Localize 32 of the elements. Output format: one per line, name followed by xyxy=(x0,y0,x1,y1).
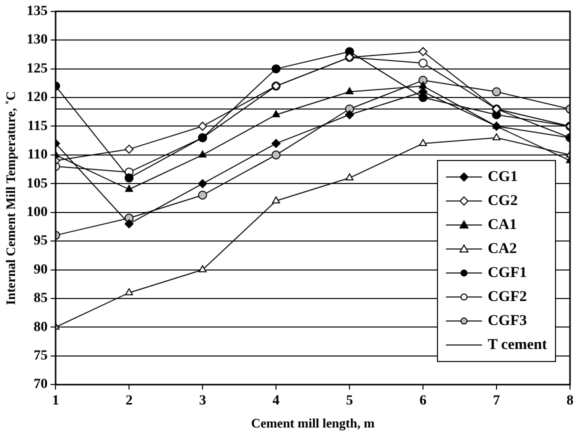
legend-label: CA2 xyxy=(488,240,517,258)
y-tick-label: 120 xyxy=(26,90,48,106)
x-tick-label: 4 xyxy=(272,394,280,409)
legend-label: T cement xyxy=(488,336,547,354)
y-tick-label: 75 xyxy=(34,348,48,364)
legend-label: CG1 xyxy=(488,168,518,186)
y-tick-label: 80 xyxy=(34,320,48,335)
x-tick-label: 8 xyxy=(566,394,574,409)
y-tick-label: 95 xyxy=(34,234,48,249)
y-tick-label: 105 xyxy=(26,176,48,192)
x-tick-label: 6 xyxy=(420,394,427,409)
x-tick-label: 2 xyxy=(126,394,133,409)
y-tick-label: 70 xyxy=(34,377,48,392)
x-tick-label: 5 xyxy=(346,394,354,409)
y-tick-label: 115 xyxy=(27,118,48,134)
x-tick-label: 3 xyxy=(199,394,206,409)
y-tick-label: 110 xyxy=(27,148,48,163)
y-tick-label: 125 xyxy=(26,61,48,76)
y-tick-label: 135 xyxy=(26,4,48,20)
legend-label: CGF2 xyxy=(488,288,527,306)
x-tick-label: 7 xyxy=(493,394,500,409)
y-tick-label: 100 xyxy=(26,204,48,220)
y-tick-label: 85 xyxy=(34,291,48,306)
y-tick-label: 90 xyxy=(34,262,48,278)
legend-label: CA1 xyxy=(488,216,517,234)
legend-label: CGF1 xyxy=(488,264,527,282)
legend-label: CG2 xyxy=(488,192,518,210)
y-axis-title: Internal Cement Mill Temperature, ˚C xyxy=(3,91,18,305)
x-tick-label: 1 xyxy=(52,394,60,409)
y-tick-label: 130 xyxy=(26,32,48,48)
legend-label: CGF3 xyxy=(488,312,527,330)
x-axis-title: Cement mill length, m xyxy=(251,416,375,431)
